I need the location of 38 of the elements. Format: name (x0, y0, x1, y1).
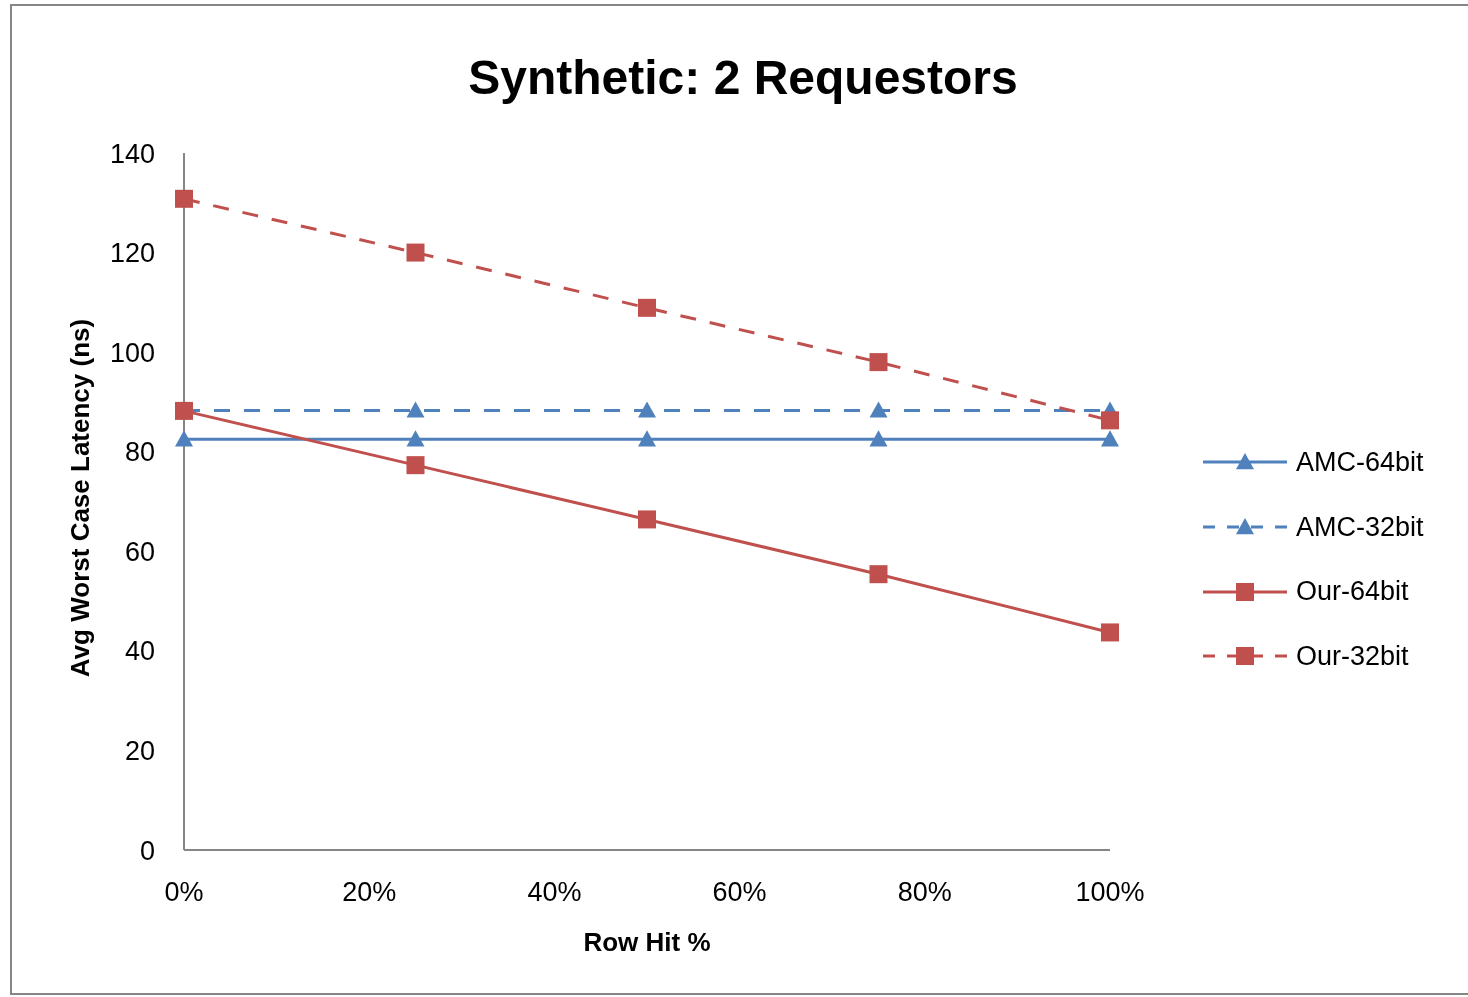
point (1101, 430, 1119, 447)
y-tick-label: 0 (139, 835, 155, 866)
point (406, 456, 425, 475)
legend-label: AMC-32bit (1296, 511, 1424, 542)
point (638, 430, 656, 447)
legend-label: Our-32bit (1296, 640, 1409, 671)
point (406, 401, 425, 418)
legend-label: AMC-64bit (1296, 446, 1424, 477)
point (869, 565, 888, 584)
point (406, 243, 425, 262)
point (869, 430, 888, 447)
point (175, 430, 193, 447)
point (638, 298, 656, 317)
point (1101, 411, 1119, 430)
x-tick-label: 40% (527, 877, 582, 908)
y-tick-label: 80 (124, 437, 155, 468)
chart-title: Synthetic: 2 Requestors (468, 51, 1018, 104)
y-tick-label: 60 (124, 536, 155, 567)
point (175, 189, 193, 208)
x-tick-label: 80% (897, 877, 952, 908)
y-tick-label: 20 (124, 736, 155, 767)
x-axis-title: Row Hit % (583, 927, 711, 957)
point (638, 401, 656, 418)
legend-label: Our-64bit (1296, 576, 1409, 607)
point (406, 430, 425, 447)
point (638, 510, 656, 529)
point (869, 401, 888, 418)
y-tick-label: 120 (109, 238, 155, 269)
point (1101, 623, 1119, 642)
x-tick-label: 0% (164, 877, 204, 908)
x-tick-label: 100% (1075, 877, 1145, 908)
y-tick-label: 100 (109, 337, 155, 368)
x-tick-label: 20% (342, 877, 397, 908)
y-tick-label: 40 (124, 636, 155, 667)
x-tick-label: 60% (712, 877, 767, 908)
point (869, 353, 888, 372)
y-tick-label: 140 (109, 138, 155, 169)
y-axis-title: Avg Worst Case Latency (ns) (65, 318, 95, 678)
